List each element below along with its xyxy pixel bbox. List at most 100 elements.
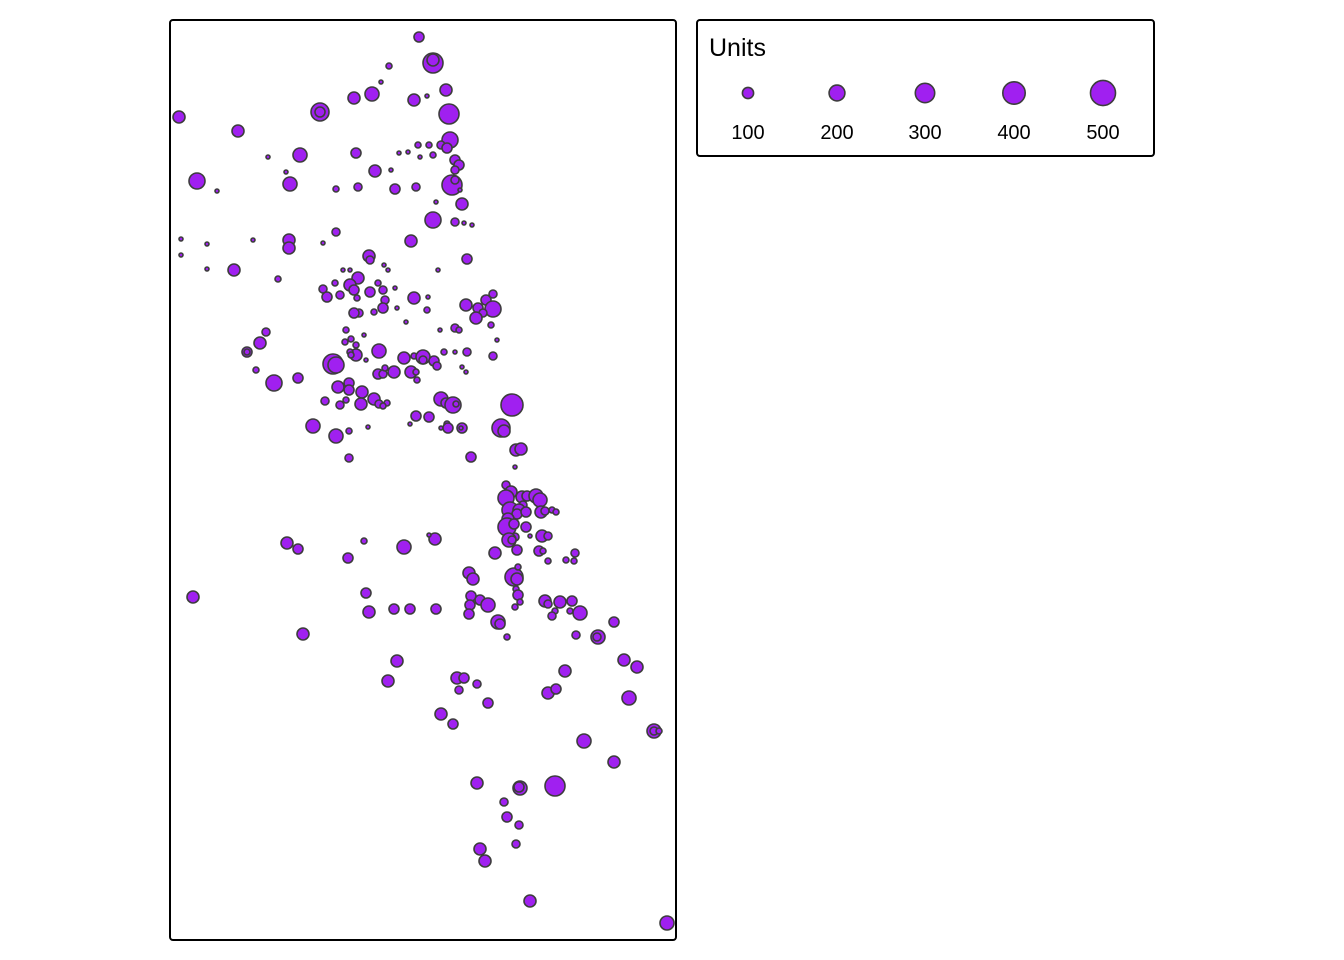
map-point xyxy=(465,451,477,463)
map-point xyxy=(341,338,349,346)
map-point xyxy=(566,595,578,607)
map-point xyxy=(544,557,552,565)
map-point xyxy=(540,506,550,516)
legend-label-200: 200 xyxy=(820,122,853,144)
map-point xyxy=(550,683,562,695)
map-point xyxy=(426,53,440,67)
map-point xyxy=(250,237,256,243)
map-point xyxy=(566,607,574,615)
map-point xyxy=(355,385,369,399)
map-point xyxy=(459,298,473,312)
map-point xyxy=(543,599,553,609)
map-point xyxy=(389,183,401,195)
map-point xyxy=(523,894,537,908)
map-point xyxy=(617,653,631,667)
map-point xyxy=(283,169,289,175)
map-point xyxy=(265,154,271,160)
map-point xyxy=(381,262,387,268)
map-point xyxy=(413,31,425,43)
map-point xyxy=(292,372,304,384)
legend-symbol-400 xyxy=(1001,81,1026,106)
map-point xyxy=(461,253,473,265)
map-point xyxy=(403,319,409,325)
map-point xyxy=(462,347,472,357)
map-point xyxy=(332,185,340,193)
map-point xyxy=(404,603,416,615)
map-point xyxy=(331,279,339,287)
map-point xyxy=(562,556,570,564)
map-point xyxy=(497,424,511,438)
map-point xyxy=(487,321,495,329)
map-point xyxy=(454,685,464,695)
map-point xyxy=(437,327,443,333)
map-points-layer xyxy=(172,31,675,931)
legend-label-100: 100 xyxy=(731,122,764,144)
map-point xyxy=(418,355,428,365)
map-point xyxy=(342,552,354,564)
map-point xyxy=(385,267,391,273)
map-point xyxy=(364,86,380,102)
map-point xyxy=(344,453,354,463)
map-point xyxy=(340,267,346,273)
map-point xyxy=(178,236,184,242)
map-point xyxy=(571,630,581,640)
map-point xyxy=(511,839,521,849)
map-point xyxy=(553,595,567,609)
map-point xyxy=(503,633,511,641)
map-point xyxy=(172,110,186,124)
map-point xyxy=(374,279,382,287)
map-point xyxy=(442,422,454,434)
map-point xyxy=(178,252,184,258)
map-point xyxy=(413,376,421,384)
map-point xyxy=(452,349,458,355)
map-point xyxy=(473,842,487,856)
map-point xyxy=(370,308,378,316)
map-point xyxy=(378,285,388,295)
map-point xyxy=(379,402,387,410)
map-point xyxy=(539,547,547,555)
map-point xyxy=(478,854,492,868)
map-point xyxy=(280,536,294,550)
map-point xyxy=(570,557,578,565)
map-point xyxy=(429,151,437,159)
map-point xyxy=(547,611,557,621)
map-point xyxy=(544,775,566,797)
map-point xyxy=(513,781,525,793)
map-point xyxy=(450,165,460,175)
map-point xyxy=(435,267,441,273)
map-point xyxy=(570,548,580,558)
map-point xyxy=(381,364,389,372)
map-point xyxy=(407,291,421,305)
map-point xyxy=(607,755,621,769)
map-point xyxy=(463,369,469,375)
map-point xyxy=(397,351,411,365)
legend-symbol-100 xyxy=(741,86,755,100)
map-point xyxy=(320,240,326,246)
map-point xyxy=(488,289,498,299)
map-point xyxy=(425,294,431,300)
map-point xyxy=(343,384,355,396)
map-point xyxy=(411,182,421,192)
map-point xyxy=(227,263,241,277)
map-point xyxy=(520,521,532,533)
map-point xyxy=(321,291,333,303)
map-point xyxy=(499,797,509,807)
map-point xyxy=(361,332,367,338)
map-point xyxy=(364,286,376,298)
map-point xyxy=(345,427,353,435)
map-point xyxy=(404,234,418,248)
map-point xyxy=(488,546,502,560)
map-point xyxy=(387,365,401,379)
map-point xyxy=(347,91,361,105)
map-point xyxy=(494,618,506,630)
map-point xyxy=(186,590,200,604)
map-point xyxy=(608,616,620,628)
map-point xyxy=(433,199,439,205)
legend-label-400: 400 xyxy=(997,122,1030,144)
map-point xyxy=(432,361,442,371)
map-point xyxy=(472,679,482,689)
map-point xyxy=(188,172,206,190)
map-point xyxy=(480,597,496,613)
map-point xyxy=(335,400,345,410)
